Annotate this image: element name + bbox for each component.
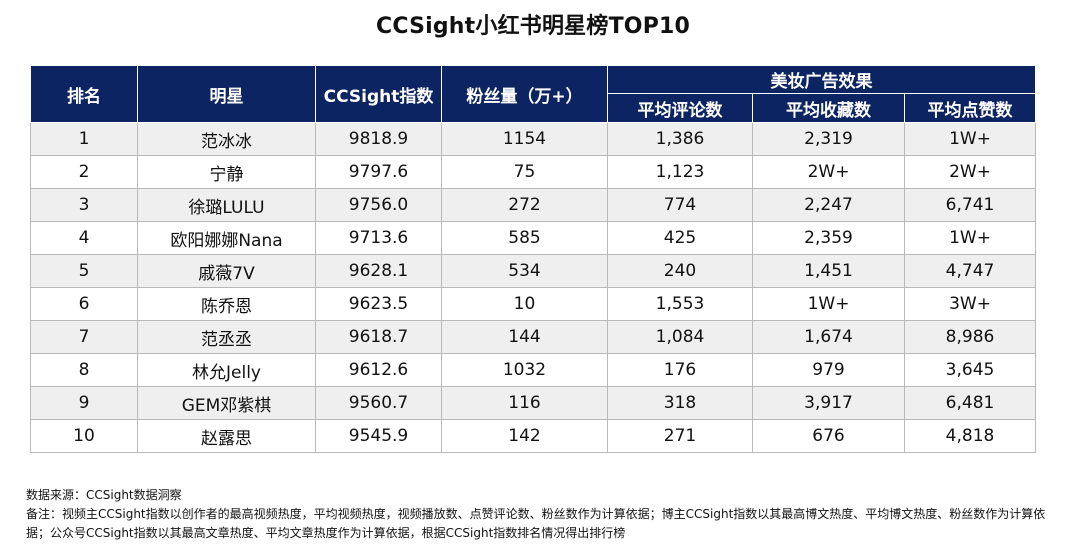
cell-avg-saves: 2,319 bbox=[752, 122, 905, 156]
table-row: 2 宁静 9797.6 75 1,123 2W+ 2W+ bbox=[30, 155, 1037, 189]
cell-rank: 10 bbox=[30, 419, 138, 453]
cell-avg-likes: 3,645 bbox=[903, 353, 1037, 387]
cell-fans: 116 bbox=[441, 386, 608, 420]
cell-fans: 272 bbox=[441, 188, 608, 222]
cell-star: 戚薇7V bbox=[137, 254, 316, 288]
cell-rank: 3 bbox=[30, 188, 138, 222]
cell-star: 陈乔恩 bbox=[137, 287, 316, 321]
cell-avg-likes: 8,986 bbox=[903, 320, 1037, 354]
header-avg-saves: 平均收藏数 bbox=[752, 93, 905, 123]
cell-rank: 4 bbox=[30, 221, 138, 255]
header-star: 明星 bbox=[137, 65, 316, 123]
cell-ccsight-index: 9628.1 bbox=[315, 254, 442, 288]
cell-avg-saves: 3,917 bbox=[752, 386, 905, 420]
cell-avg-likes: 4,818 bbox=[903, 419, 1037, 453]
cell-avg-comments: 176 bbox=[607, 353, 753, 387]
cell-rank: 2 bbox=[30, 155, 138, 189]
cell-ccsight-index: 9623.5 bbox=[315, 287, 442, 321]
cell-avg-likes: 4,747 bbox=[903, 254, 1037, 288]
cell-avg-comments: 1,084 bbox=[607, 320, 753, 354]
cell-star: 范丞丞 bbox=[137, 320, 316, 354]
cell-star: GEM邓紫棋 bbox=[137, 386, 316, 420]
cell-ccsight-index: 9545.9 bbox=[315, 419, 442, 453]
cell-avg-likes: 1W+ bbox=[903, 122, 1037, 156]
table-row: 6 陈乔恩 9623.5 10 1,553 1W+ 3W+ bbox=[30, 287, 1037, 321]
cell-ccsight-index: 9560.7 bbox=[315, 386, 442, 420]
cell-ccsight-index: 9756.0 bbox=[315, 188, 442, 222]
cell-avg-saves: 2,359 bbox=[752, 221, 905, 255]
page-title: CCSight小红书明星榜TOP10 bbox=[375, 14, 691, 39]
cell-avg-likes: 6,741 bbox=[903, 188, 1037, 222]
cell-avg-comments: 240 bbox=[607, 254, 753, 288]
cell-star: 欧阳娜娜Nana bbox=[137, 221, 316, 255]
table-row: 1 范冰冰 9818.9 1154 1,386 2,319 1W+ bbox=[30, 122, 1037, 156]
table-body: 1 范冰冰 9818.9 1154 1,386 2,319 1W+ 2 宁静 9797.6 75 1,… bbox=[30, 122, 1037, 453]
table-row: 3 徐璐LULU 9756.0 272 774 2,247 6,741 bbox=[30, 188, 1037, 222]
cell-avg-comments: 1,553 bbox=[607, 287, 753, 321]
table-row: 8 林允Jelly 9612.6 1032 176 979 3,645 bbox=[30, 353, 1037, 387]
cell-avg-comments: 425 bbox=[607, 221, 753, 255]
cell-star: 宁静 bbox=[137, 155, 316, 189]
cell-rank: 1 bbox=[30, 122, 138, 156]
table-row: 4 欧阳娜娜Nana 9713.6 585 425 2,359 1W+ bbox=[30, 221, 1037, 255]
cell-star: 赵露思 bbox=[137, 419, 316, 453]
cell-avg-comments: 271 bbox=[607, 419, 753, 453]
cell-avg-likes: 3W+ bbox=[903, 287, 1037, 321]
cell-avg-saves: 979 bbox=[752, 353, 905, 387]
cell-avg-saves: 2,247 bbox=[752, 188, 905, 222]
table-row: 7 范丞丞 9618.7 144 1,084 1,674 8,986 bbox=[30, 320, 1037, 354]
cell-fans: 144 bbox=[441, 320, 608, 354]
header-row-top: 排名 明星 CCSight指数 粉丝量（万+） 美妆广告效果 bbox=[30, 65, 1037, 123]
cell-ccsight-index: 9713.6 bbox=[315, 221, 442, 255]
cell-avg-saves: 676 bbox=[752, 419, 905, 453]
header-row-sub: 平均评论数 平均收藏数 平均点赞数 bbox=[31, 93, 1037, 123]
cell-avg-comments: 1,123 bbox=[607, 155, 753, 189]
cell-fans: 534 bbox=[441, 254, 608, 288]
cell-avg-likes: 2W+ bbox=[903, 155, 1037, 189]
cell-ccsight-index: 9797.6 bbox=[315, 155, 442, 189]
cell-rank: 7 bbox=[30, 320, 138, 354]
cell-fans: 142 bbox=[441, 419, 608, 453]
cell-avg-likes: 6,481 bbox=[903, 386, 1037, 420]
cell-star: 范冰冰 bbox=[137, 122, 316, 156]
cell-fans: 585 bbox=[441, 221, 608, 255]
cell-fans: 75 bbox=[441, 155, 608, 189]
cell-star: 林允Jelly bbox=[137, 353, 316, 387]
cell-rank: 5 bbox=[30, 254, 138, 288]
cell-fans: 10 bbox=[441, 287, 608, 321]
cell-ccsight-index: 9618.7 bbox=[315, 320, 442, 354]
cell-rank: 6 bbox=[30, 287, 138, 321]
remark-note: 备注：视频主CCSight指数以创作者的最高视频热度，平均视频热度，视频播放数、… bbox=[26, 507, 1046, 540]
cell-avg-saves: 1,451 bbox=[752, 254, 905, 288]
cell-avg-saves: 2W+ bbox=[752, 155, 905, 189]
header-group-beauty-ad: 美妆广告效果 bbox=[606, 65, 1037, 94]
cell-ccsight-index: 9612.6 bbox=[315, 353, 442, 387]
cell-avg-comments: 1,386 bbox=[607, 122, 753, 156]
header-index: CCSight指数 bbox=[315, 65, 442, 123]
table-row: 9 GEM邓紫棋 9560.7 116 318 3,917 6,481 bbox=[30, 386, 1037, 420]
cell-avg-saves: 1W+ bbox=[752, 287, 905, 321]
cell-ccsight-index: 9818.9 bbox=[315, 122, 442, 156]
cell-star: 徐璐LULU bbox=[137, 188, 316, 222]
header-avg-likes: 平均点赞数 bbox=[903, 93, 1037, 123]
footnotes: 数据来源：CCSight数据洞察 备注：视频主CCSight指数以创作者的最高视… bbox=[26, 486, 1051, 543]
data-source-note: 数据来源：CCSight数据洞察 bbox=[26, 488, 182, 502]
cell-avg-comments: 774 bbox=[607, 188, 753, 222]
header-avg-comments: 平均评论数 bbox=[607, 93, 753, 123]
cell-rank: 8 bbox=[30, 353, 138, 387]
cell-avg-saves: 1,674 bbox=[752, 320, 905, 354]
cell-rank: 9 bbox=[30, 386, 138, 420]
table-row: 10 赵露思 9545.9 142 271 676 4,818 bbox=[30, 419, 1037, 453]
cell-avg-comments: 318 bbox=[607, 386, 753, 420]
header-fans: 粉丝量（万+） bbox=[441, 65, 608, 123]
ranking-table: 排名 明星 CCSight指数 粉丝量（万+） 美妆广告效果 平均评论数 平均收… bbox=[30, 65, 1037, 453]
cell-avg-likes: 1W+ bbox=[903, 221, 1037, 255]
header-rank: 排名 bbox=[30, 65, 138, 123]
cell-fans: 1154 bbox=[441, 122, 608, 156]
cell-fans: 1032 bbox=[441, 353, 608, 387]
table-row: 5 戚薇7V 9628.1 534 240 1,451 4,747 bbox=[30, 254, 1037, 288]
